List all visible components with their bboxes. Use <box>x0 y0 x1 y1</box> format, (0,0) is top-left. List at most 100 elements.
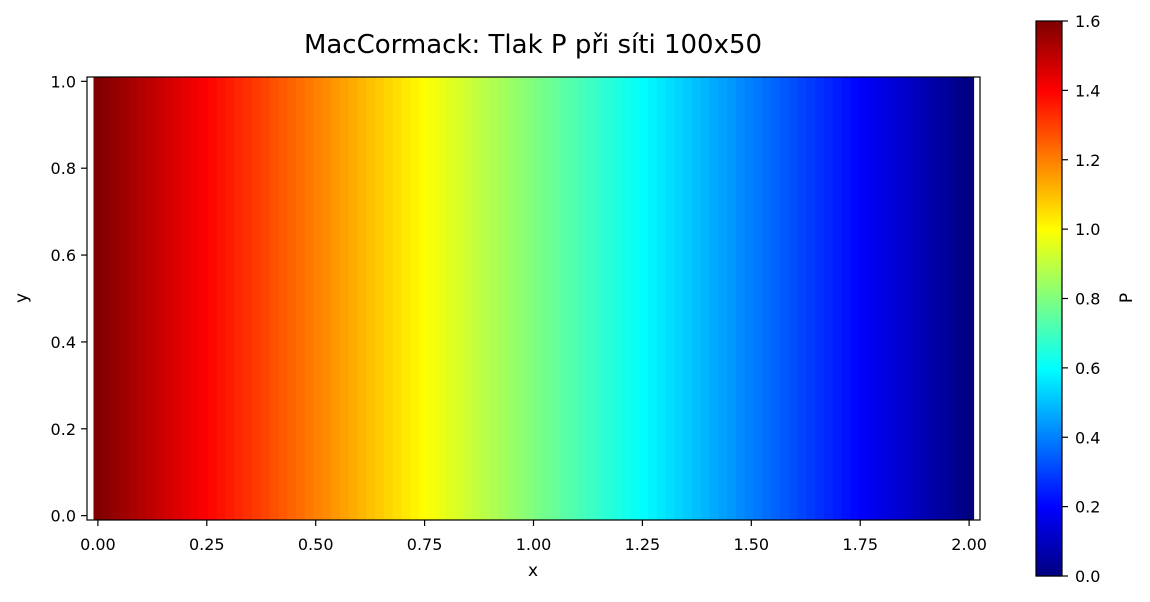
colorbar-step <box>1036 489 1062 493</box>
colorbar-step <box>1036 484 1062 488</box>
heatmap-cell <box>630 77 640 520</box>
colorbar-step <box>1036 29 1062 33</box>
colorbar-step <box>1036 281 1062 284</box>
colorbar-step <box>1036 428 1062 432</box>
heatmap-cell <box>489 77 499 520</box>
colorbar-step <box>1036 259 1062 263</box>
colorbar-step <box>1036 318 1062 321</box>
heatmap-cell <box>287 77 297 520</box>
colorbar-step <box>1036 73 1062 76</box>
colorbar-step <box>1036 294 1062 297</box>
colorbar-step <box>1036 422 1062 425</box>
colorbar-step <box>1036 350 1062 354</box>
colorbar-step <box>1036 120 1062 124</box>
x-tick-label: 1.00 <box>516 535 552 554</box>
y-tick-label: 0.8 <box>51 159 76 178</box>
heatmap-cell <box>190 77 200 520</box>
colorbar-step <box>1036 415 1062 419</box>
colorbar-step <box>1036 278 1062 282</box>
colorbar-step <box>1036 456 1062 460</box>
colorbar-step <box>1036 237 1062 241</box>
heatmap-cell <box>102 77 112 520</box>
colorbar-step <box>1036 411 1062 414</box>
colorbar-step <box>1036 571 1062 575</box>
y-tick-label: 1.0 <box>51 72 76 91</box>
colorbar-step <box>1036 536 1062 540</box>
colorbar-step <box>1036 510 1062 514</box>
x-tick-label: 1.75 <box>842 535 878 554</box>
heatmap-cell <box>383 77 394 520</box>
colorbar-step <box>1036 179 1062 183</box>
heatmap-cell <box>779 77 790 520</box>
colorbar-step <box>1036 38 1062 42</box>
colorbar-step <box>1036 461 1062 464</box>
x-tick-label: 0.50 <box>298 535 334 554</box>
x-axis-label: x <box>528 561 538 581</box>
colorbar-step <box>1036 283 1062 287</box>
colorbar-step <box>1036 103 1062 107</box>
colorbar-step <box>1036 172 1062 176</box>
heatmap-cell <box>964 77 975 520</box>
heatmap-cell <box>357 77 367 520</box>
colorbar-step <box>1036 211 1062 215</box>
colorbar-step <box>1036 450 1062 454</box>
heatmap-cell <box>744 77 755 520</box>
heatmap-cell <box>155 77 165 520</box>
colorbar-step <box>1036 467 1062 471</box>
colorbar-step <box>1036 205 1062 209</box>
heatmap-cell <box>621 77 631 520</box>
heatmap-cell <box>225 77 235 520</box>
colorbar-step <box>1036 248 1062 252</box>
colorbar-step <box>1036 99 1062 102</box>
colorbar-step <box>1036 40 1062 44</box>
colorbar-step <box>1036 68 1062 72</box>
heatmap-cell <box>753 77 763 520</box>
colorbar-step <box>1036 409 1062 412</box>
colorbar-step <box>1036 192 1062 196</box>
colorbar-step <box>1036 194 1062 198</box>
colorbar-step <box>1036 235 1062 239</box>
heatmap-cell <box>471 77 482 520</box>
colorbar-step <box>1036 348 1062 352</box>
heatmap-area <box>93 77 975 520</box>
colorbar-step <box>1036 554 1062 558</box>
heatmap-cell <box>463 77 473 520</box>
colorbar-step <box>1036 367 1062 371</box>
colorbar-step <box>1036 94 1062 98</box>
heatmap-cell <box>207 77 218 520</box>
heatmap-cell <box>920 77 931 520</box>
colorbar-step <box>1036 107 1062 111</box>
colorbar-step <box>1036 385 1062 388</box>
heatmap-cell <box>454 77 464 520</box>
colorbar-step <box>1036 439 1062 443</box>
heatmap-cell <box>181 77 191 520</box>
colorbar-step <box>1036 296 1062 300</box>
colorbar-step <box>1036 391 1062 395</box>
colorbar-step <box>1036 480 1062 484</box>
colorbar-tick-label: 1.2 <box>1075 151 1100 170</box>
heatmap-cell <box>947 77 957 520</box>
colorbar-step <box>1036 491 1062 495</box>
heatmap-cell <box>603 77 614 520</box>
colorbar-step <box>1036 200 1062 204</box>
colorbar-step <box>1036 515 1062 519</box>
colorbar-step <box>1036 549 1062 553</box>
colorbar-step <box>1036 140 1062 144</box>
heatmap-cell <box>859 77 869 520</box>
heatmap-cell <box>683 77 693 520</box>
colorbar-step <box>1036 25 1062 29</box>
heatmap-cell <box>542 77 552 520</box>
colorbar-step <box>1036 508 1062 512</box>
colorbar-step <box>1036 112 1062 115</box>
heatmap-cell <box>348 77 359 520</box>
colorbar-step <box>1036 142 1062 146</box>
colorbar-step <box>1036 502 1062 506</box>
colorbar-step <box>1036 545 1062 549</box>
colorbar-step <box>1036 270 1062 274</box>
y-axis-ticks: 0.0 0.2 0.4 0.6 0.8 1.0 <box>51 72 87 526</box>
colorbar-step <box>1036 547 1062 551</box>
colorbar-step <box>1036 357 1062 360</box>
colorbar-step <box>1036 404 1062 408</box>
colorbar-step <box>1036 324 1062 328</box>
heatmap-cell <box>612 77 623 520</box>
